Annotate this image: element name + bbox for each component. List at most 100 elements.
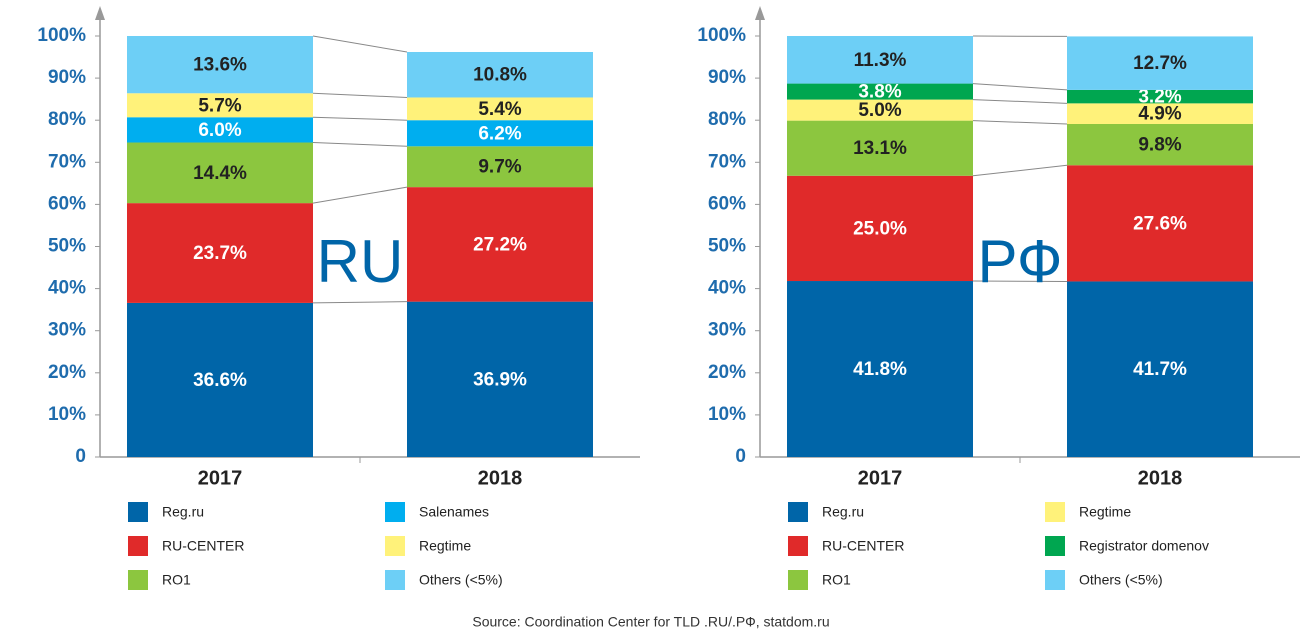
y-tick-label: 10% <box>48 404 86 425</box>
y-tick-label: 40% <box>48 278 86 299</box>
legend-swatch <box>128 536 148 556</box>
value-label: 12.7% <box>1133 53 1187 74</box>
connector <box>972 99 1068 104</box>
bar-segment <box>407 146 593 188</box>
value-label: 5.0% <box>858 100 901 121</box>
y-tick-label: 30% <box>708 320 746 341</box>
y-tick-label: 70% <box>48 151 86 172</box>
bar-segment <box>127 117 313 143</box>
legend-label: RU-CENTER <box>162 538 244 554</box>
connector <box>972 83 1068 91</box>
bar-segment <box>127 36 313 94</box>
value-label: 23.7% <box>193 243 247 264</box>
value-label: 13.6% <box>193 55 247 76</box>
annotation: РФ <box>978 228 1063 295</box>
connector <box>312 92 408 98</box>
legend-swatch <box>385 570 405 590</box>
y-tick-label: 80% <box>708 109 746 130</box>
value-label: 11.3% <box>854 50 907 71</box>
value-label: 41.8% <box>853 359 907 380</box>
legend-swatch <box>1045 502 1065 522</box>
legend-swatch <box>385 502 405 522</box>
x-tick-label: 2018 <box>478 467 523 489</box>
y-tick-label: 90% <box>708 67 746 88</box>
y-tick-label: 30% <box>48 320 86 341</box>
value-label: 5.4% <box>478 99 521 120</box>
y-tick-label: 20% <box>48 362 86 383</box>
legend-label: Others (<5%) <box>419 572 503 588</box>
bar-segment <box>1067 89 1253 104</box>
bar-segment <box>127 302 313 457</box>
x-tick-label: 2017 <box>858 467 903 489</box>
bar-segment <box>407 51 593 98</box>
bar-segment <box>787 120 973 176</box>
value-label: 6.2% <box>478 123 521 144</box>
value-label: 41.7% <box>1133 359 1187 380</box>
connector <box>312 186 408 204</box>
value-label: 27.6% <box>1133 213 1187 234</box>
bar-segment <box>407 301 593 457</box>
legend-label: RU-CENTER <box>822 538 904 554</box>
bar-segment <box>787 36 973 84</box>
y-tick-label: 50% <box>708 236 746 257</box>
value-label: 4.9% <box>1138 104 1181 125</box>
legend-swatch <box>1045 570 1065 590</box>
legend-swatch <box>788 570 808 590</box>
source: Source: Coordination Center for TLD .RU/… <box>472 614 829 630</box>
y-tick-label: 90% <box>48 67 86 88</box>
connector <box>312 301 408 304</box>
legend-swatch <box>788 536 808 556</box>
value-label: 36.9% <box>473 369 527 390</box>
bar-segment <box>787 83 973 100</box>
y-tick-label: 20% <box>708 362 746 383</box>
connector <box>312 142 408 147</box>
x-tick-label: 2017 <box>198 467 243 489</box>
bar-segment <box>1067 36 1253 90</box>
legend-swatch <box>128 502 148 522</box>
legend-label: Others (<5%) <box>1079 572 1163 588</box>
legend-label: Reg.ru <box>822 504 864 520</box>
bar-segment <box>787 281 973 457</box>
bar-segment <box>127 93 313 118</box>
bar-segment <box>1067 103 1253 124</box>
value-label: 14.4% <box>193 163 247 184</box>
bar-segment <box>127 203 313 303</box>
value-label: 3.2% <box>1138 87 1181 108</box>
bar-segment <box>407 187 593 302</box>
legend-label: Regtime <box>419 538 471 554</box>
y-tick-label: 0 <box>75 446 86 467</box>
y-tick-label: 100% <box>697 25 746 46</box>
bar-segment <box>1067 165 1253 282</box>
bar-segment <box>787 175 973 282</box>
bar-segment <box>1067 123 1253 166</box>
value-label: 13.1% <box>853 138 907 159</box>
bar-segment <box>127 142 313 204</box>
bar-segment <box>407 97 593 121</box>
value-label: 10.8% <box>473 65 527 86</box>
y-tick-label: 10% <box>708 404 746 425</box>
legend-swatch <box>128 570 148 590</box>
value-label: 36.6% <box>193 370 247 391</box>
y-tick-label: 60% <box>708 193 746 214</box>
y-tick-label: 60% <box>48 193 86 214</box>
value-label: 9.8% <box>1138 135 1181 156</box>
y-tick-label: 100% <box>37 25 86 46</box>
value-label: 5.7% <box>198 95 241 116</box>
bar-segment <box>407 120 593 147</box>
bar-segment <box>1067 281 1253 457</box>
axis-arrow <box>95 6 105 20</box>
value-label: 6.0% <box>198 120 241 141</box>
x-tick-label: 2018 <box>1138 467 1183 489</box>
y-tick-label: 50% <box>48 236 86 257</box>
value-label: 9.7% <box>478 157 521 178</box>
legend-swatch <box>385 536 405 556</box>
legend-label: RO1 <box>822 572 851 588</box>
value-label: 27.2% <box>473 234 527 255</box>
axis-arrow <box>755 6 765 20</box>
y-tick-label: 40% <box>708 278 746 299</box>
legend-label: Salenames <box>419 504 489 520</box>
connector <box>972 120 1068 125</box>
legend-label: Regtime <box>1079 504 1131 520</box>
y-tick-label: 0 <box>735 446 746 467</box>
